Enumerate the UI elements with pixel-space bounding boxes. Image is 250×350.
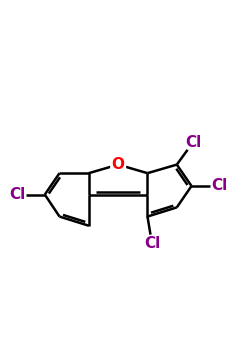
Text: O: O bbox=[112, 157, 125, 172]
Text: Cl: Cl bbox=[144, 236, 160, 251]
Text: Cl: Cl bbox=[211, 178, 227, 194]
Text: Cl: Cl bbox=[9, 187, 26, 202]
Text: Cl: Cl bbox=[185, 135, 201, 150]
